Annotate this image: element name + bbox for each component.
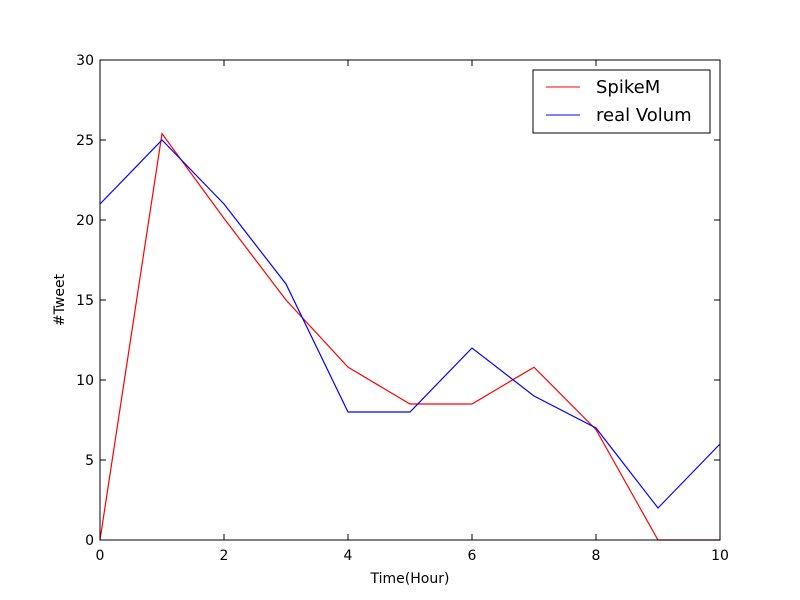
legend-label-real-volum: real Volum [596,105,692,126]
y-tick-label: 15 [76,293,94,309]
ticks-layer: 0 2 4 6 8 10 0 5 10 15 20 25 30 [76,53,729,564]
x-axis-title: Time(Hour) [370,571,450,587]
y-tick-label: 25 [76,133,94,149]
y-tick-label: 10 [76,373,94,389]
y-axis-title: #Tweet [52,273,68,326]
y-tick-label: 0 [85,533,94,549]
y-tick-label: 30 [76,53,94,69]
legend: SpikeM real Volum [532,69,711,134]
plot-frame [99,59,721,541]
x-tick-label: 8 [592,548,601,564]
series-layer [99,132,721,541]
legend-label-spikem: SpikeM [596,77,660,98]
y-tick-label: 5 [85,453,94,469]
legend-box [532,69,711,134]
x-tick-label: 4 [344,548,353,564]
series-line-real-volum [99,139,721,509]
y-tick-label: 20 [76,213,94,229]
x-tick-label: 10 [711,548,729,564]
x-tick-label: 2 [220,548,229,564]
x-tick-label: 6 [468,548,477,564]
series-line-spikem [99,132,720,541]
x-tick-label: 0 [96,548,105,564]
